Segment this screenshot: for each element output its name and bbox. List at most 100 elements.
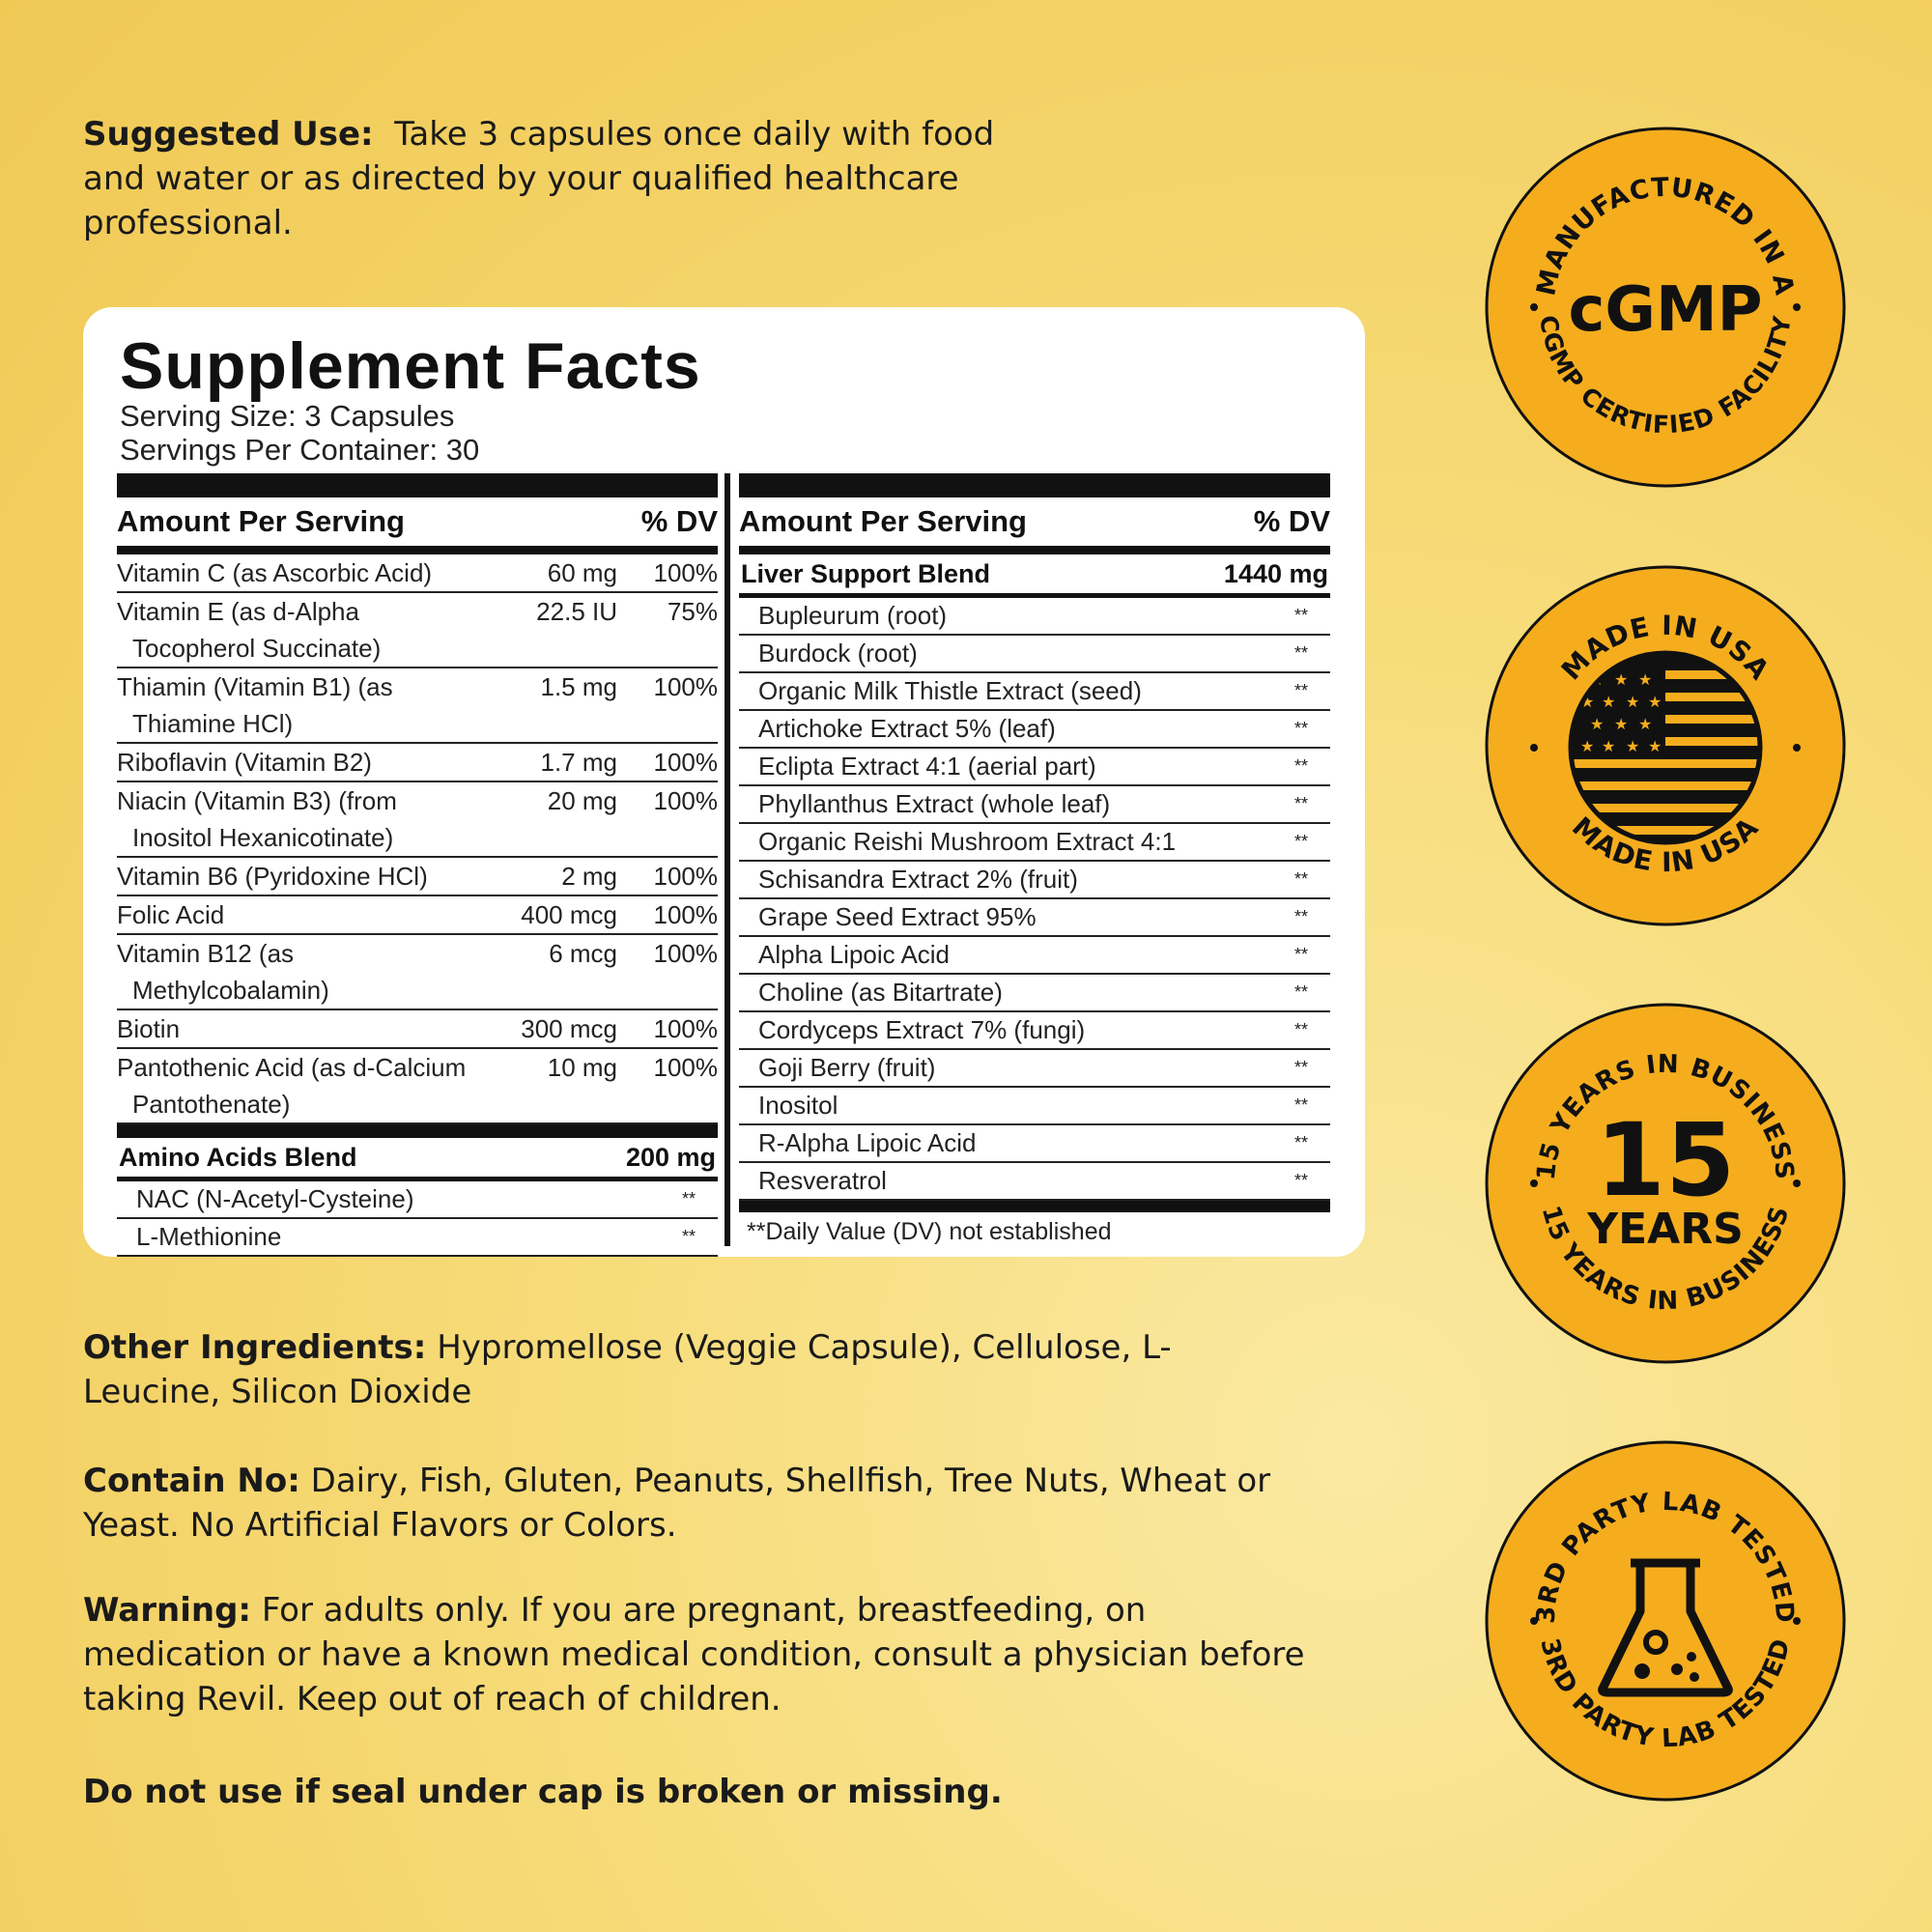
years-in-business-badge: 15 YEARS IN BUSINESS 15 YEARS IN BUSINES… <box>1485 1003 1846 1364</box>
years-unit: YEARS <box>1586 1205 1744 1254</box>
header-row: Amount Per Serving % DV <box>739 497 1330 554</box>
svg-text:★: ★ <box>1602 693 1615 711</box>
vitamin-amount: 1.5 mg <box>540 672 618 701</box>
svg-text:★: ★ <box>1626 737 1639 755</box>
warning-label: Warning: <box>83 1591 252 1630</box>
cgmp-badge: MANUFACTURED IN A CGMP CERTIFIED FACILIT… <box>1485 127 1846 488</box>
svg-text:★: ★ <box>1590 715 1604 733</box>
vitamin-row: Biotin 300 mcg 100% <box>117 1010 718 1049</box>
contain-no-label: Contain No: <box>83 1462 300 1500</box>
lab-tested-badge: 3RD PARTY LAB TESTED 3RD PARTY LAB TESTE… <box>1485 1440 1846 1802</box>
other-ingredients-label: Other Ingredients: <box>83 1328 427 1367</box>
other-ingredients: Other Ingredients: Hypromellose (Veggie … <box>83 1325 1300 1414</box>
vitamin-name-line2: Tocopherol Succinate) <box>132 634 382 663</box>
ingredient-dv: ** <box>1293 1171 1308 1190</box>
blend-ingredient-row: Choline (as Bitartrate) ** <box>739 975 1330 1012</box>
ingredient-dv: ** <box>1293 1095 1308 1115</box>
blend-ingredient-row: Alpha Lipoic Acid ** <box>739 937 1330 975</box>
blend-ingredient-row: Grape Seed Extract 95% ** <box>739 899 1330 937</box>
ingredient-name: Artichoke Extract 5% (leaf) <box>758 714 1056 743</box>
flask-icon <box>1598 1558 1733 1697</box>
svg-text:★: ★ <box>1638 670 1652 689</box>
blend-ingredient-row: Resveratrol ** <box>739 1163 1330 1201</box>
ingredient-dv: ** <box>1293 643 1308 663</box>
vitamin-dv: 100% <box>653 900 719 929</box>
header-amount: Amount Per Serving <box>117 504 405 538</box>
vitamin-name: Vitamin B12 (as Methylcobalamin) <box>117 935 501 1009</box>
vitamin-name: Thiamin (Vitamin B1) (as Thiamine HCl) <box>117 668 501 742</box>
vitamin-name-line1: Vitamin B6 (Pyridoxine HCl) <box>117 862 428 891</box>
supplement-facts-panel: Supplement Facts Serving Size: 3 Capsule… <box>83 307 1365 1257</box>
vitamin-amount: 22.5 IU <box>536 597 617 626</box>
ingredient-dv: ** <box>1293 869 1308 889</box>
vitamin-name: Pantothenic Acid (as d-Calcium Pantothena… <box>117 1049 501 1122</box>
svg-text:★: ★ <box>1614 715 1628 733</box>
vitamin-name-line2: Pantothenate) <box>132 1090 291 1119</box>
suggested-use: Suggested Use: Take 3 capsules once dail… <box>83 112 1049 245</box>
ingredient-name: Goji Berry (fruit) <box>758 1053 936 1082</box>
vitamin-name-line1: Vitamin C (as Ascorbic Acid) <box>117 558 433 587</box>
liver-blend-name: Liver Support Blend <box>741 559 991 588</box>
amino-blend-name: Amino Acids Blend <box>119 1143 357 1172</box>
ingredient-dv: ** <box>1293 907 1308 926</box>
vitamin-name-line2: Thiamine HCl) <box>132 709 294 738</box>
contain-no-text: Dairy, Fish, Gluten, Peanuts, Shellfish,… <box>83 1462 1271 1545</box>
vitamin-name-line2: Methylcobalamin) <box>132 976 329 1005</box>
vitamin-name: Vitamin C (as Ascorbic Acid) <box>117 554 501 591</box>
ingredient-name: Schisandra Extract 2% (fruit) <box>758 865 1078 894</box>
vitamin-amount: 6 mcg <box>549 939 617 968</box>
vitamin-name-line1: Vitamin B12 (as <box>117 939 295 968</box>
liver-blend-amount: 1440 mg <box>1223 559 1328 588</box>
blend-ingredient-row: Phyllanthus Extract (whole leaf) ** <box>739 786 1330 824</box>
serving-size: Serving Size: 3 Capsules <box>120 399 455 433</box>
svg-text:★: ★ <box>1638 715 1652 733</box>
vitamin-amount: 400 mcg <box>521 900 617 929</box>
header-dv: % DV <box>1253 504 1330 538</box>
ingredient-name: L-Methionine <box>136 1222 282 1251</box>
vitamin-row: Pantothenic Acid (as d-Calcium Pantothena… <box>117 1049 718 1124</box>
svg-text:★: ★ <box>1614 670 1628 689</box>
amino-list: NAC (N-Acetyl-Cysteine) ** L-Methionine ** <box>117 1181 718 1257</box>
ingredient-name: Eclipta Extract 4:1 (aerial part) <box>758 752 1096 781</box>
suggested-use-text: Take 3 capsules once daily with food and… <box>83 115 995 242</box>
contain-no: Contain No: Dairy, Fish, Gluten, Peanuts… <box>83 1459 1300 1548</box>
blend-ingredient-row: Goji Berry (fruit) ** <box>739 1050 1330 1088</box>
vitamin-name: Vitamin B6 (Pyridoxine HCl) <box>117 858 501 895</box>
seal-notice: Do not use if seal under cap is broken o… <box>83 1773 1003 1811</box>
blend-ingredient-row: Eclipta Extract 4:1 (aerial part) ** <box>739 749 1330 786</box>
vitamin-name-line1: Thiamin (Vitamin B1) (as <box>117 672 393 701</box>
facts-right-column: Amount Per Serving % DV Liver Support Bl… <box>739 473 1330 1251</box>
ingredient-name: Burdock (root) <box>758 639 918 668</box>
vitamin-dv: 100% <box>653 939 719 968</box>
amino-blend-amount: 200 mg <box>625 1143 716 1172</box>
ingredient-dv: ** <box>1293 832 1308 851</box>
ingredient-name: NAC (N-Acetyl-Cysteine) <box>136 1184 414 1213</box>
vitamin-name: Niacin (Vitamin B3) (from Inositol Hexani… <box>117 782 501 856</box>
vitamin-row: Riboflavin (Vitamin B2) 1.7 mg 100% <box>117 744 718 782</box>
vitamin-list: Vitamin C (as Ascorbic Acid) 60 mg 100% Vit… <box>117 554 718 1124</box>
ingredient-name: Grape Seed Extract 95% <box>758 902 1037 931</box>
vitamin-dv: 100% <box>653 558 719 587</box>
header-dv: % DV <box>640 504 718 538</box>
dv-footnote: **Daily Value (DV) not established <box>747 1218 1112 1245</box>
other-ingredients-text: Hypromellose (Veggie Capsule), Cellulose… <box>83 1328 1172 1411</box>
vitamin-name: Folic Acid <box>117 896 501 933</box>
us-flag-icon: ★★★ ★★★★ ★★★ ★★★★ <box>1571 653 1760 842</box>
vitamin-dv: 100% <box>653 748 719 777</box>
vitamin-dv: 100% <box>653 862 719 891</box>
ingredient-name: Inositol <box>758 1091 838 1120</box>
ingredient-name: Resveratrol <box>758 1166 887 1195</box>
blend-ingredient-row: Cordyceps Extract 7% (fungi) ** <box>739 1012 1330 1050</box>
ingredient-dv: ** <box>1293 606 1308 625</box>
vitamin-row: Vitamin B6 (Pyridoxine HCl) 2 mg 100% <box>117 858 718 896</box>
column-divider <box>724 473 730 1246</box>
blend-ingredient-row: Bupleurum (root) ** <box>739 598 1330 636</box>
liver-blend-row: Liver Support Blend 1440 mg <box>739 554 1330 598</box>
amino-blend-row: Amino Acids Blend 200 mg <box>117 1124 718 1181</box>
vitamin-name-line1: Folic Acid <box>117 900 225 929</box>
ingredient-name: Organic Milk Thistle Extract (seed) <box>758 676 1142 705</box>
vitamin-row: Vitamin B12 (as Methylcobalamin) 6 mcg 100% <box>117 935 718 1010</box>
warning: Warning: For adults only. If you are pre… <box>83 1588 1310 1721</box>
svg-text:★: ★ <box>1602 737 1615 755</box>
blend-ingredient-row: NAC (N-Acetyl-Cysteine) ** <box>117 1181 718 1219</box>
